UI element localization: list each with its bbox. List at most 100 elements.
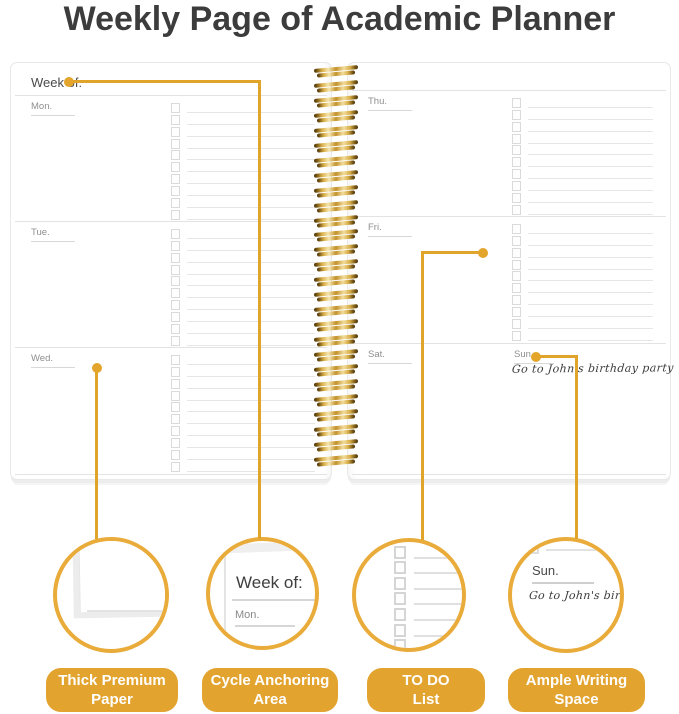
todo-line xyxy=(187,111,315,113)
todo-row xyxy=(171,275,315,287)
checkbox-icon xyxy=(171,450,180,461)
pill-label-line2: List xyxy=(412,691,440,708)
todo-row xyxy=(171,196,315,209)
todo-line xyxy=(187,423,315,425)
page-title: Weekly Page of Academic Planner xyxy=(63,0,616,38)
checkbox-icon xyxy=(171,402,180,413)
todo-list-mon xyxy=(171,101,315,220)
leader-line-todo-vertical xyxy=(421,251,424,540)
day-label-thu: Thu. xyxy=(368,96,412,111)
leader-line-paper-vertical xyxy=(95,367,98,539)
checkbox-icon xyxy=(394,623,406,637)
todo-row xyxy=(171,412,315,425)
todo-line xyxy=(528,292,653,294)
todo-row xyxy=(171,263,315,275)
todo-row xyxy=(171,101,315,113)
spiral-loop-icon xyxy=(314,335,358,350)
todo-row xyxy=(512,305,653,318)
todo-line xyxy=(187,249,315,251)
checkbox-icon xyxy=(512,295,521,306)
todo-line xyxy=(187,459,315,461)
todo-list-fri xyxy=(512,222,653,341)
todo-row xyxy=(512,317,653,330)
checkbox-icon xyxy=(512,109,521,120)
todo-row xyxy=(171,389,315,401)
todo-line xyxy=(187,333,315,335)
page-edge-line xyxy=(224,551,226,646)
todo-line xyxy=(528,256,653,258)
leader-line-writing-horizontal xyxy=(536,355,578,358)
spiral-loop-icon xyxy=(314,305,358,320)
checkbox-icon xyxy=(394,592,406,606)
spiral-loop-icon xyxy=(314,275,358,290)
todo-row xyxy=(512,144,653,156)
todo-row xyxy=(171,184,315,197)
todo-line xyxy=(187,447,315,449)
todo-line xyxy=(187,218,315,220)
checkbox-icon xyxy=(171,264,180,275)
todo-line xyxy=(187,207,315,209)
todo-line xyxy=(414,618,462,621)
spiral-loop-icon xyxy=(314,395,358,410)
paper-corner-graphic xyxy=(78,541,165,613)
todo-line xyxy=(528,244,653,246)
todo-row xyxy=(394,574,462,590)
todo-line xyxy=(414,634,462,637)
todo-row xyxy=(512,96,653,108)
pill-label-line2: Paper xyxy=(91,691,133,708)
checkbox-icon xyxy=(394,545,406,559)
todo-line xyxy=(528,166,653,168)
todo-line xyxy=(187,344,315,346)
checkbox-icon xyxy=(171,461,180,472)
spiral-loop-icon xyxy=(314,365,358,380)
checkbox-icon xyxy=(171,162,180,173)
todo-row xyxy=(394,590,462,606)
checkbox-icon xyxy=(512,259,521,270)
todo-line xyxy=(528,316,653,318)
todo-row xyxy=(171,334,315,346)
todo-line xyxy=(187,273,315,275)
todo-line xyxy=(528,304,653,306)
todo-row xyxy=(394,559,462,575)
callout-dot-paper-icon xyxy=(92,363,102,373)
checkbox-icon xyxy=(512,157,521,168)
todo-line xyxy=(187,363,315,365)
planner-left-page: Week of: Mon. Tue. Wed. xyxy=(10,62,332,480)
spiral-loop-icon xyxy=(314,96,358,111)
spiral-loop-icon xyxy=(314,290,358,305)
todo-list-thu xyxy=(512,96,653,215)
callout-circle-todo xyxy=(352,538,466,652)
todo-row xyxy=(171,401,315,413)
day-section-fri: Fri. xyxy=(352,216,666,344)
todo-row xyxy=(171,227,315,239)
todo-list-wed xyxy=(171,353,315,472)
preview-handwritten-note: Go to John's birthday party xyxy=(528,589,624,602)
todo-row xyxy=(512,132,653,144)
todo-line xyxy=(528,232,653,234)
pill-label-line1: Ample Writing xyxy=(525,672,628,689)
feature-pill-cycle-anchoring-area: Cycle Anchoring Area xyxy=(202,668,338,712)
callout-circle-paper xyxy=(53,537,169,653)
todo-row xyxy=(394,605,462,621)
todo-row xyxy=(512,167,653,180)
todo-line xyxy=(187,261,315,263)
todo-line xyxy=(528,280,653,282)
checkbox-icon xyxy=(171,228,180,239)
preview-top-line xyxy=(546,549,620,551)
feature-pill-thick-premium-paper: Thick Premium Paper xyxy=(46,668,178,712)
checkbox-icon xyxy=(394,576,406,590)
checkbox-icon xyxy=(171,354,180,365)
callout-circle-writing: Sun. Go to John's birthday party xyxy=(508,537,624,653)
checkbox-icon xyxy=(171,312,180,323)
checkbox-icon xyxy=(512,307,521,318)
spiral-loop-icon xyxy=(314,141,358,156)
checkbox-icon xyxy=(171,378,180,389)
todo-line xyxy=(187,159,315,161)
spiral-loop-icon xyxy=(314,156,358,171)
todo-row xyxy=(512,246,653,258)
preview-checkbox-icon xyxy=(526,543,539,554)
todo-row xyxy=(171,172,315,185)
day-section-wed: Wed. xyxy=(15,347,327,475)
todo-line xyxy=(187,321,315,323)
todo-line xyxy=(187,387,315,389)
